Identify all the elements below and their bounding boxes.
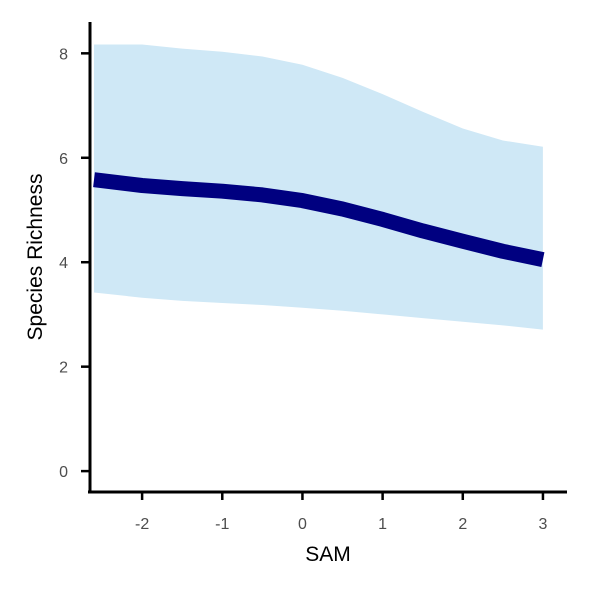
x-tick-label: 0	[298, 516, 307, 533]
y-axis-title: Species Richness	[24, 174, 47, 341]
x-tick-label: -2	[135, 516, 149, 533]
y-tick-label: 0	[59, 464, 68, 481]
plot-layer	[93, 44, 545, 330]
x-tick-label: 2	[458, 516, 467, 533]
y-tick-label: 8	[59, 46, 68, 63]
fitted-line	[93, 172, 545, 267]
x-tick-label: -1	[215, 516, 229, 533]
confidence-ribbon	[94, 44, 543, 330]
x-axis-title: SAM	[305, 543, 351, 566]
x-tick-label: 3	[538, 516, 547, 533]
y-axis-ticks: 0 2 4 6 8	[59, 46, 89, 481]
y-tick-label: 6	[59, 151, 68, 168]
y-tick-label: 2	[59, 360, 68, 377]
y-tick-label: 4	[59, 255, 68, 272]
x-axis-ticks: -2 -1 0 1 2 3	[135, 493, 547, 533]
x-tick-label: 1	[378, 516, 387, 533]
